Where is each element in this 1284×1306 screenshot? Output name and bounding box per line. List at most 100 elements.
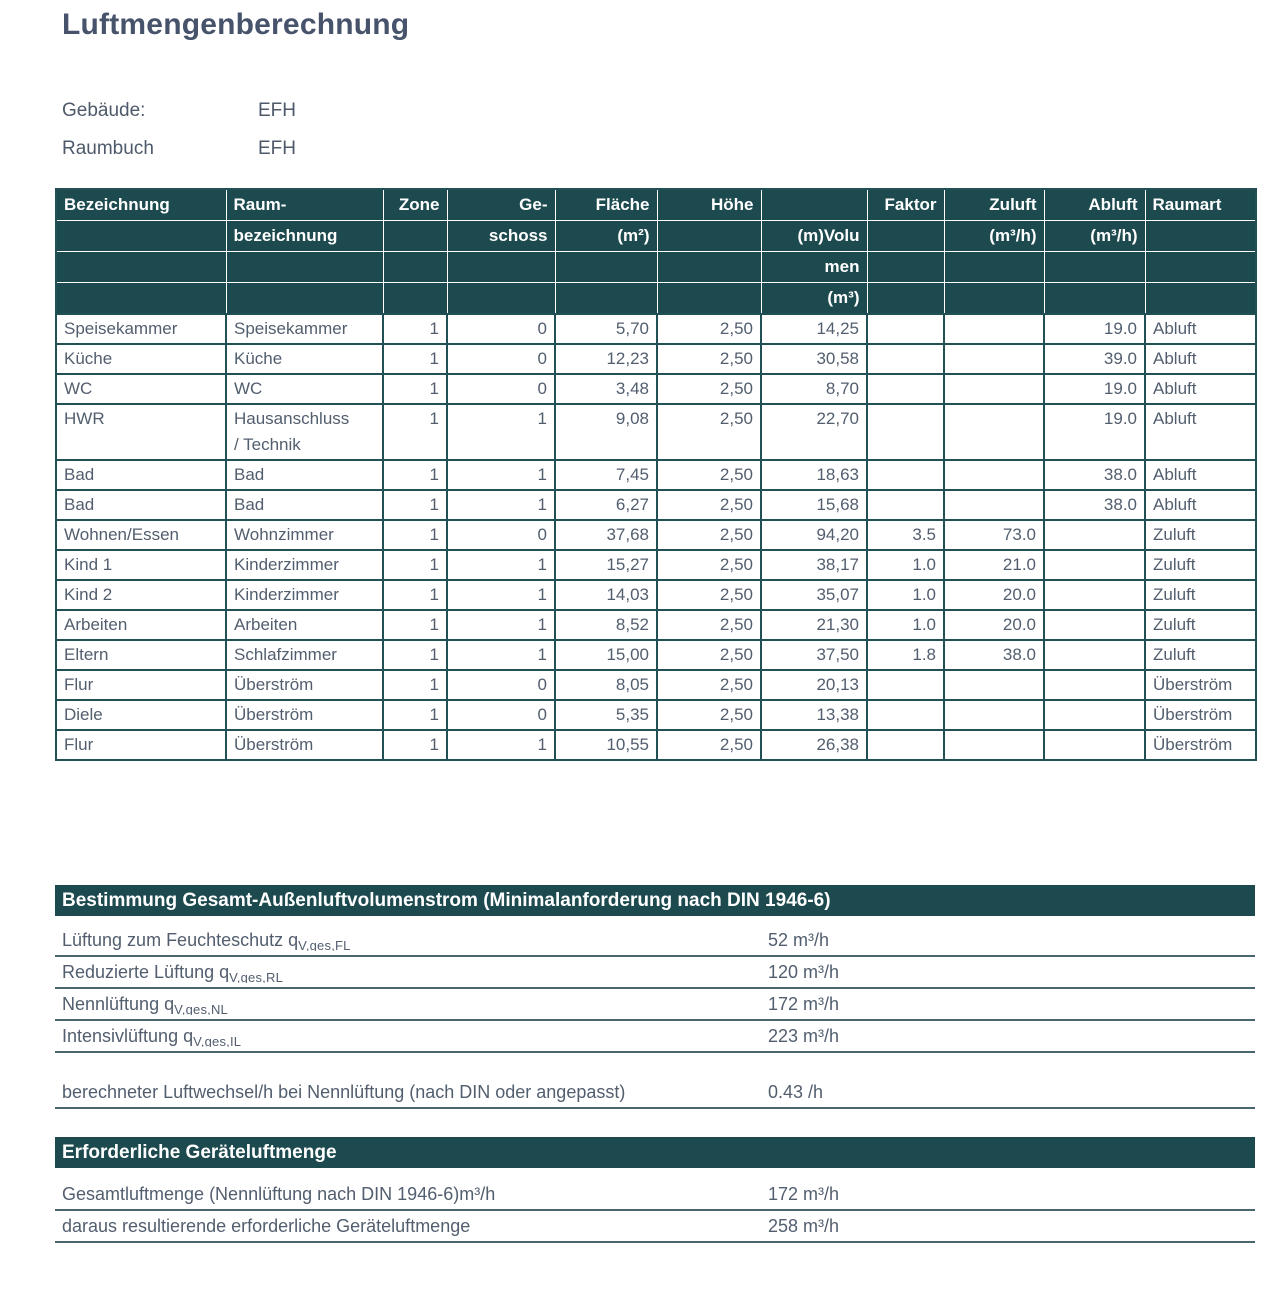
- table-cell: Kind 1: [55, 549, 227, 581]
- section-geraeteluftmenge: Erforderliche Geräteluftmenge Gesamtluft…: [55, 1137, 1255, 1243]
- header-cell: [761, 189, 868, 221]
- section-row-label: Gesamtluftmenge (Nennlüftung nach DIN 19…: [62, 1183, 496, 1204]
- table-cell: [1043, 579, 1146, 611]
- section-row-value: 223 m³/h: [768, 1025, 840, 1046]
- table-cell: 2,50: [656, 373, 762, 405]
- table-cell: Abluft: [1144, 313, 1257, 345]
- table-row: Arbeiten Arbeiten 1 1 8,52 2,50 21,30 1.0 20.0 Zu…: [55, 609, 1257, 641]
- table-row: Eltern Schlafzimmer 1 1 15,00 2,50 37,50 1.8 38.…: [55, 639, 1257, 671]
- section-row-label: Intensivlüftung qV,ges,IL: [62, 1025, 242, 1047]
- table-cell: 15,68: [760, 489, 868, 521]
- header-cell: (m³/h): [944, 220, 1045, 252]
- table-cell: [1043, 639, 1146, 671]
- section-rows: Lüftung zum Feuchteschutz qV,ges,FL 52 m³…: [55, 925, 1255, 1053]
- table-cell: [1043, 519, 1146, 551]
- section-row: Lüftung zum Feuchteschutz qV,ges,FL 52 m³…: [55, 925, 1255, 957]
- table-cell: Hausanschluss / Technik: [225, 403, 384, 461]
- header-cell: Zuluft: [944, 189, 1045, 221]
- table-cell: Zuluft: [1144, 609, 1257, 641]
- header-cell: [657, 220, 762, 252]
- table-cell: [866, 459, 945, 491]
- header-cell: (m²): [555, 220, 658, 252]
- header-cell: [447, 282, 556, 315]
- section-row-label: Nennlüftung qV,ges,NL: [62, 993, 228, 1015]
- header-cell: men: [761, 251, 868, 283]
- raumbuch-label: Raumbuch: [62, 138, 154, 159]
- table-cell: 1.8: [866, 639, 945, 671]
- table-cell: [1043, 699, 1146, 731]
- table-cell: 1: [382, 373, 448, 405]
- table-cell: 26,38: [760, 729, 868, 761]
- table-cell: [1043, 549, 1146, 581]
- table-row: Flur Überström 1 0 8,05 2,50 20,13 Überström: [55, 669, 1257, 701]
- table-cell: 0: [446, 373, 556, 405]
- table-cell: 19.0: [1043, 403, 1146, 461]
- header-cell: [1145, 282, 1257, 315]
- table-cell: 1: [446, 489, 556, 521]
- header-cell: (m³/h): [1044, 220, 1146, 252]
- table-cell: Schlafzimmer: [225, 639, 384, 671]
- table-cell: 22,70: [760, 403, 868, 461]
- table-cell: [866, 489, 945, 521]
- subscript: V,ges,NL: [174, 1001, 228, 1015]
- table-cell: Abluft: [1144, 459, 1257, 491]
- table-cell: Zuluft: [1144, 579, 1257, 611]
- header-cell: [555, 251, 658, 283]
- table-cell: [866, 343, 945, 375]
- header-cell: [657, 251, 762, 283]
- table-cell: 19.0: [1043, 373, 1146, 405]
- header-cell: [447, 251, 556, 283]
- table-cell: Bad: [225, 489, 384, 521]
- table-cell: 37,68: [554, 519, 658, 551]
- header-cell: [383, 220, 448, 252]
- table-cell: [866, 669, 945, 701]
- table-cell: [943, 489, 1045, 521]
- table-cell: 8,05: [554, 669, 658, 701]
- table-cell: 2,50: [656, 549, 762, 581]
- header-cell: [944, 251, 1045, 283]
- section-row-value: 52 m³/h: [768, 929, 830, 950]
- table-cell: 14,03: [554, 579, 658, 611]
- table-cell: 1: [382, 549, 448, 581]
- header-cell: (m³): [761, 282, 868, 315]
- table-cell: 9,08: [554, 403, 658, 461]
- meta-block: Gebäude: EFH Raumbuch EFH: [62, 92, 1284, 168]
- meta-row-raumbuch: Raumbuch EFH: [62, 130, 1284, 168]
- table-cell: Flur: [55, 729, 227, 761]
- section-rows: Gesamtluftmenge (Nennlüftung nach DIN 19…: [55, 1179, 1255, 1243]
- table-cell: 3.5: [866, 519, 945, 551]
- table-cell: 2,50: [656, 579, 762, 611]
- table-cell: 38.0: [943, 639, 1045, 671]
- table-cell: [943, 343, 1045, 375]
- table-cell: [866, 699, 945, 731]
- header-cell: [383, 251, 448, 283]
- table-cell: 1: [446, 549, 556, 581]
- meta-row-gebaeude: Gebäude: EFH: [62, 92, 1284, 130]
- section-row-label: Reduzierte Lüftung qV,ges,RL: [62, 961, 284, 983]
- table-cell: Speisekammer: [55, 313, 227, 345]
- section-row: daraus resultierende erforderliche Gerät…: [55, 1211, 1255, 1243]
- table-cell: 7,45: [554, 459, 658, 491]
- table-header-row: (m³): [56, 282, 1257, 315]
- header-cell: [56, 251, 227, 283]
- table-cell: 1: [382, 519, 448, 551]
- table-cell: Überström: [1144, 699, 1257, 731]
- table-cell: 20.0: [943, 609, 1045, 641]
- table-cell: HWR: [55, 403, 227, 461]
- table-cell: Arbeiten: [55, 609, 227, 641]
- table-cell: 21.0: [943, 549, 1045, 581]
- table-cell: 15,27: [554, 549, 658, 581]
- table-cell: 38,17: [760, 549, 868, 581]
- section-row: Nennlüftung qV,ges,NL 172 m³/h: [55, 989, 1255, 1021]
- table-cell: 38.0: [1043, 459, 1146, 491]
- table-cell: 37,50: [760, 639, 868, 671]
- table-row: Küche Küche 1 0 12,23 2,50 30,58 39.0 Abluft: [55, 343, 1257, 375]
- section-row: Reduzierte Lüftung qV,ges,RL 120 m³/h: [55, 957, 1255, 989]
- table-cell: [866, 403, 945, 461]
- table-cell: Kind 2: [55, 579, 227, 611]
- table-cell: 1: [382, 669, 448, 701]
- table-cell: 2,50: [656, 313, 762, 345]
- table-cell: Zuluft: [1144, 519, 1257, 551]
- table-row: Kind 1 Kinderzimmer 1 1 15,27 2,50 38,17 1.0 21.…: [55, 549, 1257, 581]
